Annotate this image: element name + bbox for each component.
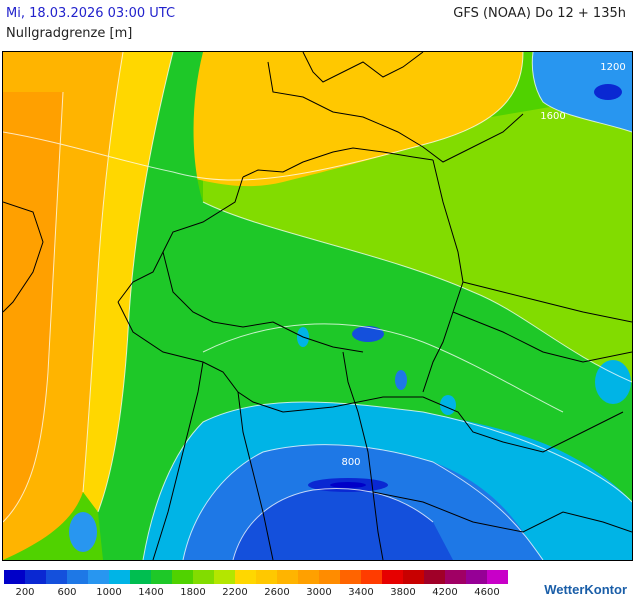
legend-tick-label: 1800	[180, 587, 206, 598]
legend-tick-label: 600	[57, 587, 77, 598]
small-low-cell	[395, 370, 407, 390]
contour-label: 800	[341, 457, 360, 468]
east-low-cell	[595, 360, 631, 404]
legend-swatch	[319, 570, 340, 584]
legend-swatch	[403, 570, 424, 584]
legend-swatch	[298, 570, 319, 584]
legend-swatch	[88, 570, 109, 584]
legend-swatch	[340, 570, 361, 584]
legend-swatch	[277, 570, 298, 584]
legend-swatch	[256, 570, 277, 584]
alps-minimum-core	[330, 482, 366, 488]
legend-swatch	[424, 570, 445, 584]
legend-swatch	[193, 570, 214, 584]
legend-swatch	[46, 570, 67, 584]
legend-tick-label: 1000	[96, 587, 122, 598]
isolines	[3, 52, 632, 560]
map-canvas: 1200 1600 800	[3, 52, 632, 560]
legend-swatch	[235, 570, 256, 584]
legend-swatch	[25, 570, 46, 584]
legend-swatch	[4, 570, 25, 584]
southwest-low-cell	[69, 512, 97, 552]
legend-tick-label: 3400	[348, 587, 374, 598]
borders	[3, 52, 632, 560]
legend-swatch	[109, 570, 130, 584]
legend-tick-label: 2200	[222, 587, 248, 598]
legend-swatch	[130, 570, 151, 584]
freezing-level-map: 1200 1600 800	[2, 51, 633, 561]
legend-swatch	[466, 570, 487, 584]
wetterkontor-logo[interactable]: WetterKontor	[544, 582, 627, 597]
legend-tick-label: 2600	[264, 587, 290, 598]
contour-label: 1600	[540, 111, 565, 122]
forecast-datetime: Mi, 18.03.2026 03:00 UTC	[6, 6, 176, 21]
color-scale-legend	[4, 570, 508, 584]
small-low-cell	[352, 326, 384, 342]
yellow-west-strip	[83, 52, 173, 512]
contour-label: 1200	[600, 62, 625, 73]
northeast-low-region	[532, 52, 632, 132]
dark-orange-west-region	[3, 92, 63, 522]
dark-blue-alps-region	[233, 488, 453, 560]
parameter-title: Nullgradgrenze [m]	[6, 26, 133, 41]
legend-tick-label: 200	[15, 587, 35, 598]
legend-tick-label: 3000	[306, 587, 332, 598]
legend-swatch	[214, 570, 235, 584]
legend-swatch	[67, 570, 88, 584]
legend-tick-label: 4600	[474, 587, 500, 598]
legend-swatch	[487, 570, 508, 584]
model-run-label: GFS (NOAA) Do 12 + 135h	[453, 6, 626, 21]
northeast-low-core	[594, 84, 622, 100]
legend-swatch	[172, 570, 193, 584]
legend-tick-label: 1400	[138, 587, 164, 598]
legend-swatch	[445, 570, 466, 584]
legend-swatch	[151, 570, 172, 584]
legend-swatch	[361, 570, 382, 584]
legend-swatch	[382, 570, 403, 584]
small-low-cell	[440, 395, 456, 415]
legend-tick-label: 4200	[432, 587, 458, 598]
legend-tick-label: 3800	[390, 587, 416, 598]
